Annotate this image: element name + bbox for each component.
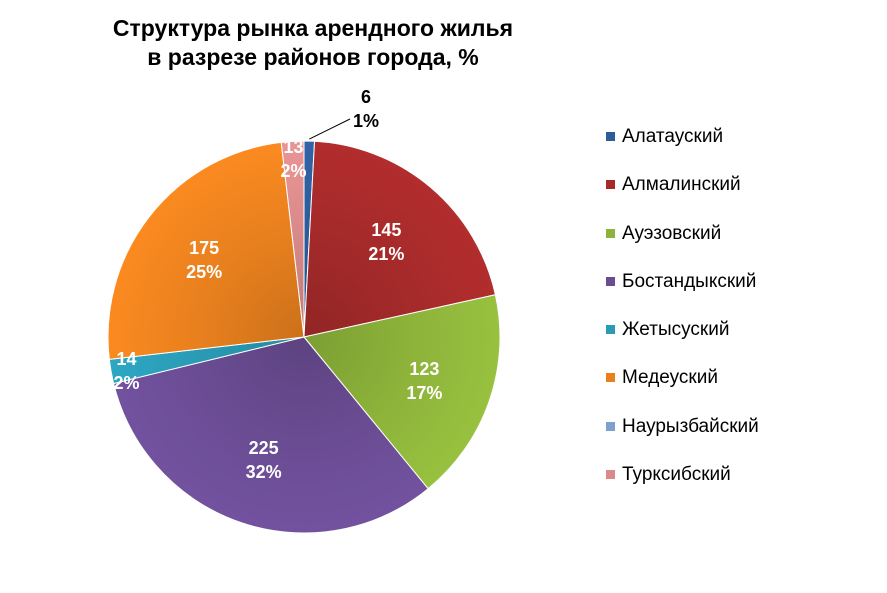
leader-line-1 bbox=[309, 118, 351, 140]
legend-swatch bbox=[606, 325, 615, 335]
data-label-value-4: 225 bbox=[249, 438, 279, 458]
legend-item: Ауэзовский bbox=[606, 223, 876, 271]
pie-slice-2 bbox=[303, 140, 496, 338]
data-label-value-8: 13 bbox=[283, 137, 303, 157]
legend-swatch bbox=[606, 421, 615, 431]
legend-label: Турксибский bbox=[622, 464, 731, 486]
data-label-percent-5: 2% bbox=[113, 373, 139, 393]
legend-swatch bbox=[606, 373, 615, 383]
data-label-percent-2: 21% bbox=[368, 244, 404, 264]
legend-item: Алатауский bbox=[606, 126, 876, 174]
pie-slice-6 bbox=[107, 141, 305, 360]
legend-swatch bbox=[606, 132, 615, 141]
chart-title: Структура рынка арендного жилья в разрез… bbox=[0, 14, 626, 72]
legend-label: Медеуский bbox=[622, 367, 718, 389]
legend-swatch bbox=[606, 470, 615, 480]
legend-swatch bbox=[606, 276, 615, 286]
legend-label: Алатауский bbox=[622, 126, 724, 147]
legend-item: Алмалинский bbox=[606, 174, 876, 222]
legend-swatch bbox=[606, 228, 615, 238]
data-label-percent-8: 2% bbox=[280, 161, 306, 181]
data-label-percent-4: 32% bbox=[246, 462, 282, 482]
chart-title-line-2: в разрезе районов города, % bbox=[147, 44, 479, 70]
legend-swatch bbox=[606, 180, 615, 190]
legend-label: Бостандыкский bbox=[622, 270, 757, 292]
data-label-value-3: 123 bbox=[409, 359, 439, 379]
pie-slice-8 bbox=[280, 140, 305, 338]
data-label-value-1: 6 bbox=[361, 87, 371, 107]
legend-item: Медеуский bbox=[606, 367, 876, 415]
data-label-percent-1: 1% bbox=[353, 111, 379, 131]
chart-title-line-1: Структура рынка арендного жилья bbox=[112, 15, 514, 41]
data-label-percent-3: 17% bbox=[406, 383, 442, 403]
legend-item: Наурызбайский bbox=[606, 416, 876, 464]
legend-item: Жетысуский bbox=[606, 319, 876, 367]
legend-label: Жетысуский bbox=[622, 319, 730, 341]
legend-label: Ауэзовский bbox=[622, 222, 722, 244]
data-label-value-6: 175 bbox=[189, 238, 219, 258]
data-label-percent-6: 25% bbox=[186, 262, 222, 282]
data-label-value-5: 14 bbox=[116, 349, 136, 369]
legend-label: Наурызбайский bbox=[622, 415, 759, 437]
pie-slice-4 bbox=[113, 336, 429, 534]
legend-item: Бостандыкский bbox=[606, 271, 876, 319]
legend-label: Алмалинский bbox=[622, 174, 741, 196]
data-label-value-2: 145 bbox=[371, 220, 401, 240]
legend-item: Турксибский bbox=[606, 464, 876, 512]
legend: Алатауский Алмалинский Ауэзовский Бостандык… bbox=[606, 126, 876, 512]
pie-slice-3 bbox=[303, 294, 501, 490]
